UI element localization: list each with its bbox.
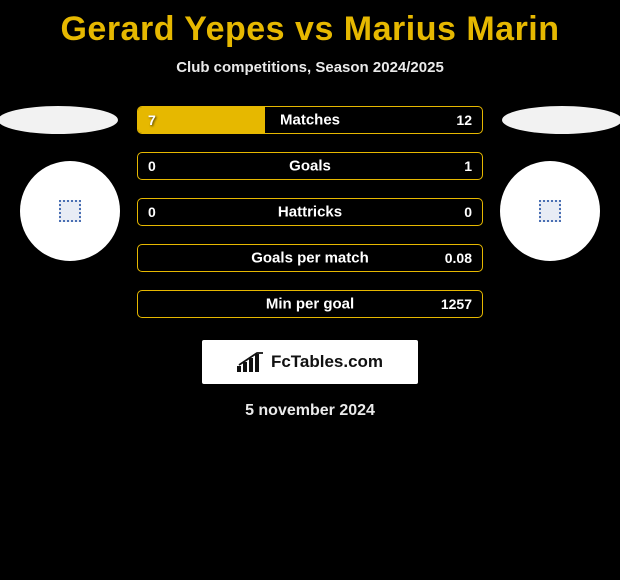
comparison-arena: 7 Matches 12 0 Goals 1 0 Hattricks 0 Goa… [0, 106, 620, 318]
stat-bar: 0 Goals 1 [137, 152, 483, 180]
stat-right-value: 1 [464, 158, 472, 174]
stat-bar: 0 Hattricks 0 [137, 198, 483, 226]
stat-label: Goals per match [251, 250, 369, 267]
stat-left-value: 7 [148, 112, 156, 128]
stat-right-value: 0 [464, 204, 472, 220]
stat-label: Goals [289, 158, 331, 175]
stat-bar-fill [138, 107, 265, 133]
player-right-ellipse [502, 106, 620, 134]
stat-left-value: 0 [148, 204, 156, 220]
stat-bar: Min per goal 1257 [137, 290, 483, 318]
stat-label: Min per goal [266, 296, 354, 313]
stat-right-value: 12 [456, 112, 472, 128]
player-left-crest-icon [59, 200, 81, 222]
stat-right-value: 0.08 [445, 250, 472, 266]
player-left-ellipse [0, 106, 118, 134]
stat-bar: Goals per match 0.08 [137, 244, 483, 272]
player-right-crest-circle [500, 161, 600, 261]
player-right-crest-icon [539, 200, 561, 222]
stat-label: Matches [280, 112, 340, 129]
page-title: Gerard Yepes vs Marius Marin [0, 0, 620, 49]
footer-date: 5 november 2024 [0, 402, 620, 420]
stat-bar: 7 Matches 12 [137, 106, 483, 134]
stat-label: Hattricks [278, 204, 342, 221]
stat-right-value: 1257 [441, 296, 472, 312]
stat-left-value: 0 [148, 158, 156, 174]
fctables-logo-icon [237, 352, 265, 372]
stats-bars: 7 Matches 12 0 Goals 1 0 Hattricks 0 Goa… [137, 106, 483, 318]
player-left-crest-circle [20, 161, 120, 261]
branding-box: FcTables.com [202, 340, 418, 384]
branding-text: FcTables.com [271, 352, 383, 372]
page-subtitle: Club competitions, Season 2024/2025 [0, 59, 620, 76]
